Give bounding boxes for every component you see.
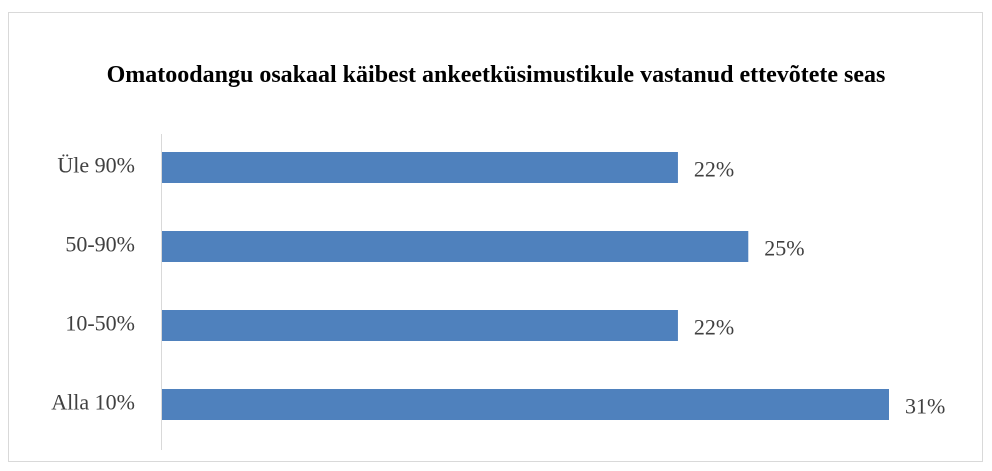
category-label: 10-50% [65, 311, 135, 336]
category-label: 50-90% [65, 232, 135, 257]
bar [162, 231, 749, 262]
bar [162, 389, 889, 420]
value-label: 22% [694, 315, 734, 340]
category-label: Üle 90% [57, 153, 135, 178]
category-label: Alla 10% [51, 390, 135, 415]
chart-title: Omatoodangu osakaal käibest ankeetküsimu… [106, 62, 886, 88]
value-label: 22% [694, 157, 734, 182]
value-label: 25% [764, 236, 804, 261]
bar [162, 152, 678, 183]
value-label: 31% [905, 394, 945, 419]
chart-border [8, 12, 983, 462]
bar [162, 310, 678, 341]
